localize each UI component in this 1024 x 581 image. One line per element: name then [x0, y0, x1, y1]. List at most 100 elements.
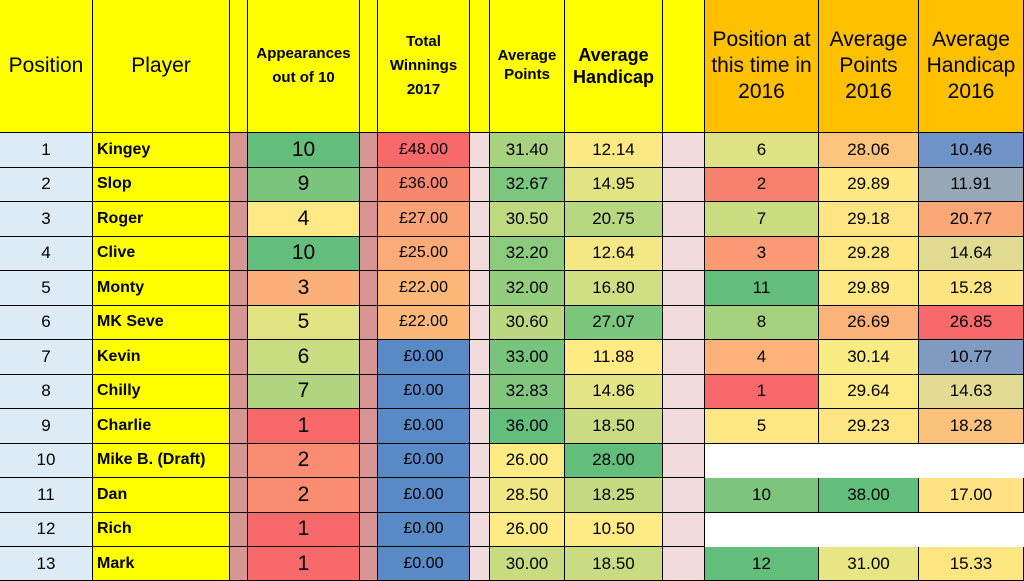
- spacer-cell: [663, 478, 705, 513]
- spacer-cell: [470, 202, 490, 237]
- cell-avg-handicap: 18.50: [565, 547, 663, 581]
- cell-player: Chilly: [93, 374, 230, 409]
- cell-avg-handicap-2016: 14.63: [919, 374, 1024, 409]
- cell-avg-handicap-2016: 10.46: [919, 133, 1024, 168]
- cell-appearances: 10: [248, 236, 360, 271]
- cell-appearances: 5: [248, 305, 360, 340]
- spacer-cell: [230, 409, 248, 444]
- cell-avg-points-2016: 30.14: [819, 340, 919, 375]
- cell-player: Kevin: [93, 340, 230, 375]
- cell-position: 8: [0, 374, 93, 409]
- cell-avg-points: 30.00: [490, 547, 565, 581]
- cell-avg-points: 30.60: [490, 305, 565, 340]
- spacer-cell: [470, 133, 490, 168]
- spacer-cell: [663, 167, 705, 202]
- spacer-cell: [663, 547, 705, 581]
- header-position: Position: [0, 0, 93, 133]
- cell-avg-handicap: 12.14: [565, 133, 663, 168]
- cell-avg-points: 30.50: [490, 202, 565, 237]
- cell-position: 2: [0, 167, 93, 202]
- cell-winnings: £36.00: [378, 167, 470, 202]
- cell-avg-points: 32.00: [490, 271, 565, 306]
- header-player: Player: [93, 0, 230, 133]
- spacer-cell: [663, 133, 705, 168]
- cell-winnings: £22.00: [378, 271, 470, 306]
- header-avg-handicap: Average Handicap: [565, 0, 663, 133]
- cell-position: 10: [0, 443, 93, 478]
- cell-appearances: 9: [248, 167, 360, 202]
- spacer-cell: [230, 167, 248, 202]
- cell-position: 6: [0, 305, 93, 340]
- spacer-cell: [470, 167, 490, 202]
- spacer-cell: [470, 340, 490, 375]
- cell-player: Mike B. (Draft): [93, 443, 230, 478]
- cell-avg-points: 28.50: [490, 478, 565, 513]
- spacer-cell: [360, 236, 378, 271]
- cell-avg-handicap-2016: 26.85: [919, 305, 1024, 340]
- spacer-cell: [470, 305, 490, 340]
- spacer-cell: [470, 547, 490, 581]
- cell-winnings: £0.00: [378, 340, 470, 375]
- cell-avg-points: 32.20: [490, 236, 565, 271]
- cell-position: 3: [0, 202, 93, 237]
- spacer-cell: [360, 547, 378, 581]
- header-spacer: [663, 0, 705, 133]
- cell-avg-handicap: 20.75: [565, 202, 663, 237]
- cell-avg-points: 32.67: [490, 167, 565, 202]
- cell-player: Mark: [93, 547, 230, 581]
- cell-pos-2016: 4: [705, 340, 819, 375]
- cell-winnings: £0.00: [378, 478, 470, 513]
- empty-cell: [705, 443, 819, 478]
- cell-avg-points-2016: 29.28: [819, 236, 919, 271]
- header-spacer: [470, 0, 490, 133]
- cell-avg-points: 26.00: [490, 512, 565, 547]
- cell-avg-handicap: 14.95: [565, 167, 663, 202]
- cell-avg-points: 31.40: [490, 133, 565, 168]
- cell-avg-points: 36.00: [490, 409, 565, 444]
- spacer-cell: [470, 443, 490, 478]
- cell-avg-points: 33.00: [490, 340, 565, 375]
- header-appearances: Appearances out of 10: [248, 0, 360, 133]
- cell-avg-points: 26.00: [490, 443, 565, 478]
- empty-cell: [705, 512, 819, 547]
- empty-cell: [819, 512, 919, 547]
- cell-appearances: 3: [248, 271, 360, 306]
- cell-pos-2016: 6: [705, 133, 819, 168]
- spacer-cell: [230, 374, 248, 409]
- spacer-cell: [230, 443, 248, 478]
- cell-avg-points: 32.83: [490, 374, 565, 409]
- spacer-cell: [230, 236, 248, 271]
- cell-appearances: 2: [248, 478, 360, 513]
- cell-pos-2016: 2: [705, 167, 819, 202]
- cell-appearances: 2: [248, 443, 360, 478]
- cell-position: 11: [0, 478, 93, 513]
- spacer-cell: [230, 133, 248, 168]
- cell-avg-points-2016: 29.23: [819, 409, 919, 444]
- cell-winnings: £0.00: [378, 547, 470, 581]
- cell-avg-points-2016: 29.64: [819, 374, 919, 409]
- cell-avg-handicap: 14.86: [565, 374, 663, 409]
- cell-winnings: £27.00: [378, 202, 470, 237]
- spacer-cell: [360, 409, 378, 444]
- spacer-cell: [470, 271, 490, 306]
- spacer-cell: [360, 478, 378, 513]
- cell-pos-2016: 5: [705, 409, 819, 444]
- cell-position: 13: [0, 547, 93, 581]
- cell-winnings: £0.00: [378, 374, 470, 409]
- spacer-cell: [663, 340, 705, 375]
- cell-avg-handicap-2016: 20.77: [919, 202, 1024, 237]
- spacer-cell: [470, 478, 490, 513]
- header-avg-points: Average Points: [490, 0, 565, 133]
- cell-appearances: 6: [248, 340, 360, 375]
- spacer-cell: [360, 443, 378, 478]
- cell-avg-points-2016: 29.18: [819, 202, 919, 237]
- cell-appearances: 1: [248, 409, 360, 444]
- spacer-cell: [470, 512, 490, 547]
- cell-appearances: 4: [248, 202, 360, 237]
- cell-avg-handicap-2016: 15.33: [919, 547, 1024, 581]
- spacer-cell: [360, 340, 378, 375]
- cell-avg-handicap: 12.64: [565, 236, 663, 271]
- spacer-cell: [663, 512, 705, 547]
- cell-appearances: 10: [248, 133, 360, 168]
- empty-cell: [919, 512, 1024, 547]
